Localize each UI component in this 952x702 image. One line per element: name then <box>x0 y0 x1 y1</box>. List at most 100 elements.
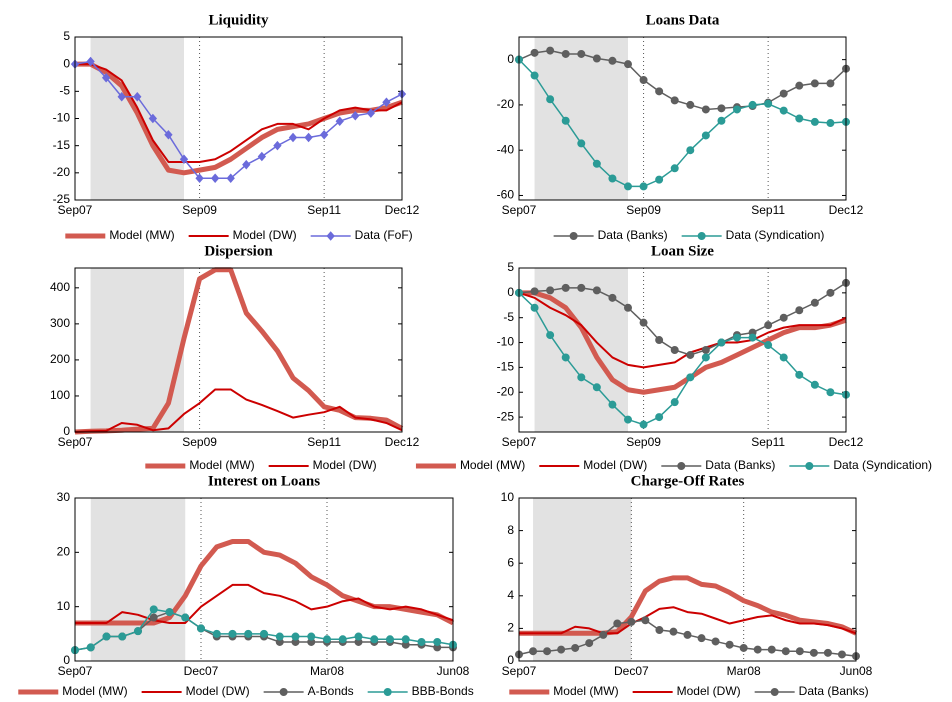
series-line <box>519 575 858 636</box>
data-point <box>810 117 819 126</box>
data-point <box>639 182 648 191</box>
data-point <box>826 288 835 297</box>
data-point <box>401 635 410 644</box>
data-point <box>118 632 127 641</box>
data-point <box>748 333 757 342</box>
data-point <box>779 313 788 322</box>
y-tick-label: -15 <box>53 138 71 152</box>
x-tick-label: Sep07 <box>58 435 93 449</box>
y-tick-label: 5 <box>63 29 70 43</box>
y-tick-label: -20 <box>53 165 71 179</box>
data-point <box>179 154 189 165</box>
data-point <box>683 630 692 639</box>
x-tick-label: Sep09 <box>626 435 661 449</box>
data-point <box>733 105 741 114</box>
data-point <box>686 373 695 382</box>
legend-label: Model (MW) <box>189 458 254 472</box>
data-point <box>686 100 695 109</box>
data-point <box>134 627 142 636</box>
y-tick-label: -40 <box>497 142 515 156</box>
data-point <box>779 89 788 98</box>
data-point <box>117 92 126 102</box>
data-point <box>655 175 664 184</box>
data-point <box>370 635 379 644</box>
y-tick-label: 200 <box>50 352 70 366</box>
y-tick-label: 0 <box>63 424 70 438</box>
data-point <box>599 630 608 639</box>
data-point <box>697 634 706 643</box>
legend-label: Model (MW) <box>553 684 618 698</box>
chart-title: Charge-Off Rates <box>631 473 745 489</box>
y-tick-label: -15 <box>497 360 515 374</box>
legend-label: Data (Syndication) <box>833 458 932 472</box>
data-point <box>795 306 804 315</box>
x-tick-label: Dec12 <box>829 203 864 217</box>
data-point <box>701 105 710 114</box>
data-point <box>739 643 748 652</box>
y-tick-label: 0 <box>63 56 70 70</box>
data-point <box>338 635 347 644</box>
data-point <box>226 173 235 184</box>
data-point <box>624 60 632 69</box>
x-tick-label: Mar08 <box>310 664 344 678</box>
data-point <box>546 46 555 55</box>
data-point <box>288 132 298 143</box>
x-tick-label: Jun08 <box>840 664 873 678</box>
legend-label: Model (DW) <box>583 458 647 472</box>
x-tick-label: Dec12 <box>385 203 420 217</box>
series-line <box>74 60 403 180</box>
data-point <box>639 318 648 327</box>
legend-marker <box>770 688 779 696</box>
data-point <box>101 72 111 83</box>
data-point <box>561 49 570 58</box>
shaded-period <box>90 268 184 432</box>
y-tick-label: 400 <box>50 280 70 294</box>
data-point <box>148 113 158 124</box>
data-point <box>639 76 648 85</box>
data-point <box>670 96 679 105</box>
y-tick-label: -25 <box>53 192 71 206</box>
y-tick-label: 30 <box>57 490 71 504</box>
y-tick-label: 100 <box>50 388 70 402</box>
legend-label: Model (MW) <box>460 458 525 472</box>
y-tick-label: 4 <box>507 588 514 602</box>
chart-title: Liquidity <box>208 12 269 28</box>
shaded-period <box>533 498 632 661</box>
data-point <box>826 119 835 128</box>
data-point <box>810 380 819 389</box>
data-point <box>149 605 158 614</box>
x-tick-label: Mar08 <box>727 664 761 678</box>
data-point <box>725 640 734 649</box>
data-point <box>319 130 329 140</box>
data-point <box>86 56 95 67</box>
data-point <box>608 400 617 409</box>
data-point <box>753 645 762 654</box>
data-point <box>530 48 539 57</box>
data-point <box>546 286 555 295</box>
series-line <box>75 538 455 626</box>
x-tick-label: Sep09 <box>626 203 661 217</box>
x-tick-label: Dec07 <box>184 664 219 678</box>
data-point <box>260 629 268 638</box>
series-line <box>518 59 847 188</box>
legend-marker <box>805 462 814 470</box>
data-point <box>627 617 636 626</box>
y-tick-label: 20 <box>57 545 71 559</box>
data-point <box>701 353 710 362</box>
data-point <box>417 637 426 646</box>
data-point <box>670 398 679 407</box>
data-point <box>386 635 394 644</box>
x-tick-label: Sep07 <box>502 664 537 678</box>
data-point <box>655 413 664 422</box>
data-point <box>585 639 594 648</box>
y-tick-label: 0 <box>507 285 514 299</box>
data-point <box>275 632 284 641</box>
legend-label: Data (Banks) <box>598 228 668 242</box>
data-point <box>561 283 570 292</box>
data-point <box>701 131 710 140</box>
data-point <box>366 108 376 118</box>
data-point <box>686 146 695 155</box>
series-line <box>75 61 403 176</box>
y-tick-label: -25 <box>497 409 515 423</box>
y-tick-label: 10 <box>501 490 515 504</box>
